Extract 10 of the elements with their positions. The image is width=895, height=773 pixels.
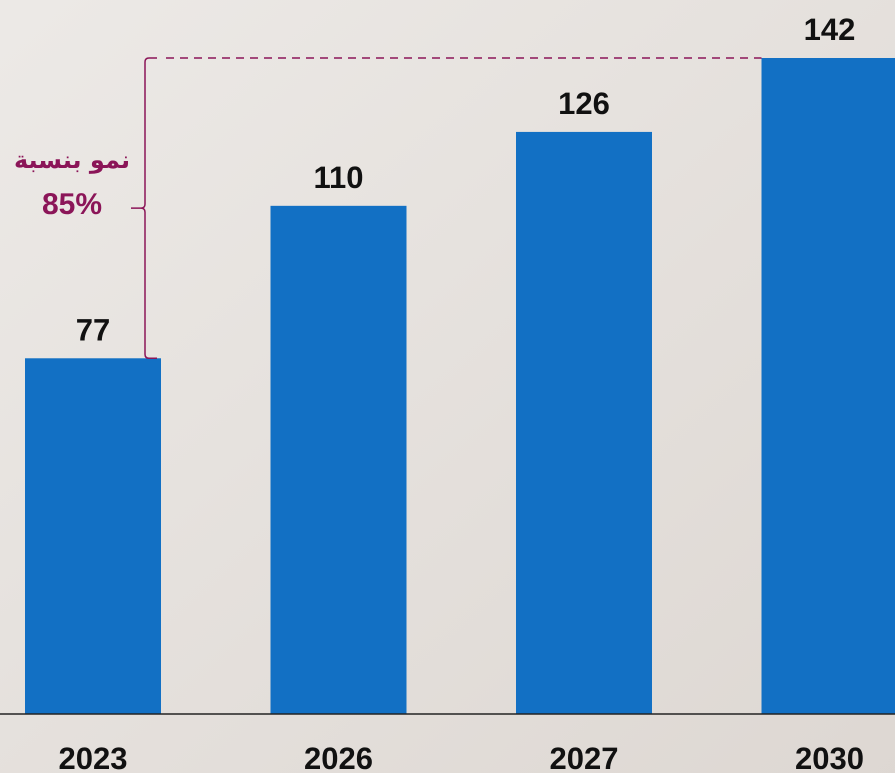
x-tick-label: 2030 xyxy=(795,741,864,773)
data-label: 126 xyxy=(558,86,610,121)
data-label: 77 xyxy=(76,312,110,348)
x-tick-label: 2027 xyxy=(550,741,618,773)
annotation: نمو بنسبة xyxy=(14,146,130,174)
x-tick-label: 2026 xyxy=(304,741,373,773)
data-label: 110 xyxy=(313,160,364,195)
annotation: 85% xyxy=(42,188,102,222)
x-tick-label: 2023 xyxy=(58,741,128,773)
data-label: 142 xyxy=(804,12,856,47)
